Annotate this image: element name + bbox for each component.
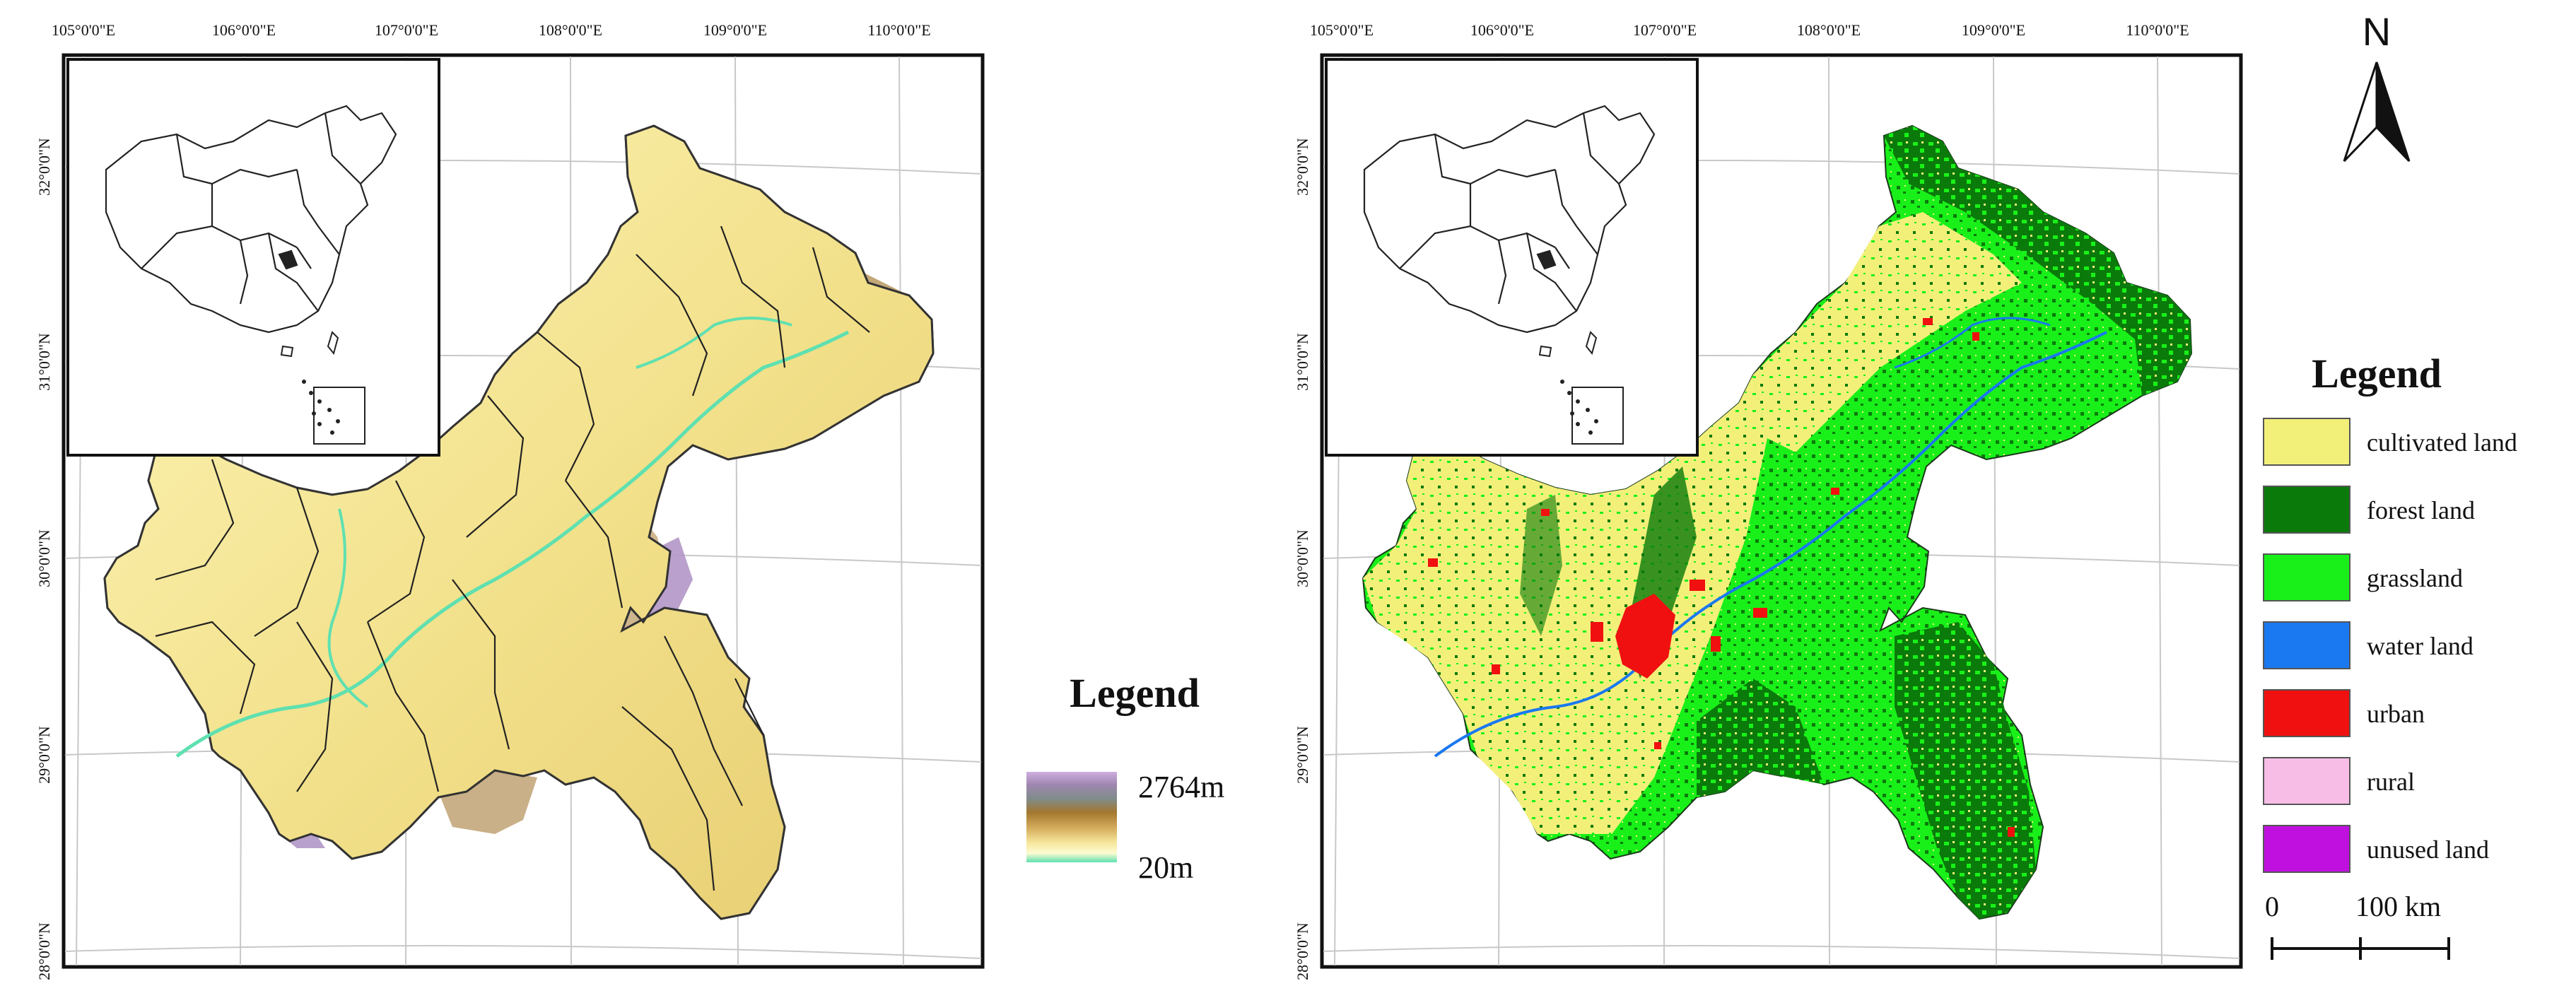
scale-start-label: 0 — [2265, 891, 2279, 922]
lon-label: 109°0'0"E — [1962, 21, 2025, 39]
elevation-map: 105°0'0"E 106°0'0"E 107°0'0"E 108°0'0"E … — [35, 21, 1224, 980]
legend-label: forest land — [2367, 496, 2475, 524]
lat-label: 31°0'0"N — [1294, 333, 1311, 391]
lon-label: 106°0'0"E — [212, 21, 276, 39]
lon-label: 106°0'0"E — [1470, 21, 1534, 39]
lon-label: 109°0'0"E — [703, 21, 767, 39]
scale-end-label: 100 km — [2355, 891, 2441, 922]
lon-label: 105°0'0"E — [1310, 21, 1374, 39]
china-inset-map — [66, 58, 440, 457]
legend-swatch — [2263, 553, 2350, 601]
elevation-legend: Legend 2764m 20m — [1026, 670, 1224, 885]
lat-label: 28°0'0"N — [35, 922, 53, 980]
lon-label: 108°0'0"E — [539, 21, 602, 39]
lon-label: 107°0'0"E — [1633, 21, 1697, 39]
lat-label: 31°0'0"N — [35, 333, 53, 391]
lon-label: 105°0'0"E — [52, 21, 115, 39]
legend-label: cultivated land — [2367, 428, 2517, 457]
legend-swatch — [2263, 621, 2350, 669]
legend-label: urban — [2367, 700, 2425, 728]
lon-label: 108°0'0"E — [1797, 21, 1861, 39]
legend-swatch — [2263, 825, 2350, 873]
elevation-max-label: 2764m — [1138, 770, 1224, 804]
legend-label: grassland — [2367, 564, 2463, 592]
lon-label: 110°0'0"E — [867, 21, 930, 39]
landuse-legend: Legend cultivated land forest land grassla… — [2263, 351, 2517, 873]
scale-bar: 0 100 km — [2265, 891, 2450, 960]
legend-label: water land — [2367, 632, 2473, 660]
north-arrow: N — [2343, 9, 2411, 163]
legend-swatch — [2263, 689, 2350, 737]
elevation-map-panel: 105°0'0"E 106°0'0"E 107°0'0"E 108°0'0"E … — [0, 0, 1272, 998]
legend-swatch — [2263, 757, 2350, 805]
lat-label: 32°0'0"N — [35, 138, 53, 196]
region-elevation — [103, 124, 935, 920]
lat-label: 30°0'0"N — [1294, 529, 1311, 587]
longitude-labels: 105°0'0"E 106°0'0"E 107°0'0"E 108°0'0"E … — [1310, 21, 2189, 39]
legend-title: Legend — [1070, 670, 1200, 716]
latitude-labels: 32°0'0"N 31°0'0"N 30°0'0"N 29°0'0"N 28°0… — [1294, 138, 1311, 980]
legend-swatch — [2263, 486, 2350, 534]
longitude-labels: 105°0'0"E 106°0'0"E 107°0'0"E 108°0'0"E … — [52, 21, 931, 39]
legend-title: Legend — [2312, 351, 2442, 397]
elevation-ramp — [1026, 772, 1117, 862]
lat-label: 30°0'0"N — [35, 529, 53, 587]
lon-label: 107°0'0"E — [375, 21, 438, 39]
lat-label: 32°0'0"N — [1294, 138, 1311, 196]
landuse-map-panel: 105°0'0"E 106°0'0"E 107°0'0"E 108°0'0"E … — [1258, 0, 2576, 998]
lat-label: 28°0'0"N — [1294, 922, 1311, 980]
latitude-labels: 32°0'0"N 31°0'0"N 30°0'0"N 29°0'0"N 28°0… — [35, 138, 53, 980]
north-arrow-icon — [2343, 61, 2378, 163]
legend-label: unused land — [2367, 835, 2489, 864]
lat-label: 29°0'0"N — [1294, 726, 1311, 784]
region-landuse — [1362, 124, 2193, 920]
lon-label: 110°0'0"E — [2126, 21, 2189, 39]
lat-label: 29°0'0"N — [35, 726, 53, 784]
urban-areas — [1428, 318, 2015, 837]
elevation-min-label: 20m — [1138, 850, 1193, 885]
landuse-map: 105°0'0"E 106°0'0"E 107°0'0"E 108°0'0"E … — [1294, 9, 2517, 980]
legend-swatch — [2263, 418, 2350, 466]
legend-label: rural — [2367, 768, 2415, 796]
china-inset-map — [1325, 58, 1699, 457]
north-label: N — [2363, 9, 2391, 54]
